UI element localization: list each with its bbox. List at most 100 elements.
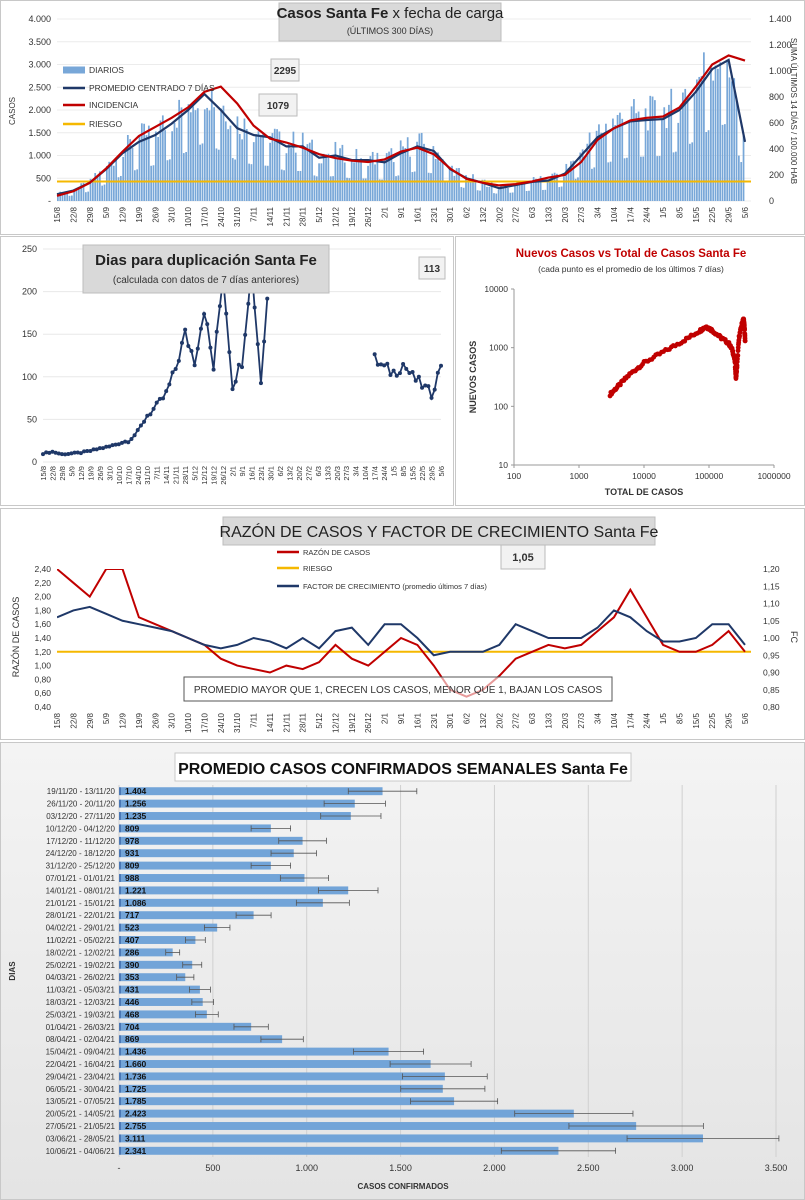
razon-xtick: 14/11 xyxy=(266,712,275,732)
casos-daily-bar xyxy=(635,113,638,201)
casos-daily-bar xyxy=(677,122,680,201)
casos-daily-bar xyxy=(376,152,379,201)
sem-axis-tick xyxy=(119,1122,121,1130)
casos-ytick: 1.500 xyxy=(28,128,51,138)
casos-callout-1079: 1079 xyxy=(267,101,290,112)
sem-axis-tick xyxy=(119,849,121,858)
casos-daily-bar xyxy=(495,193,498,201)
casos-daily-bar xyxy=(724,124,726,201)
casos-y2tick: 200 xyxy=(769,170,784,180)
sem-bar xyxy=(121,973,186,982)
razon-y2tick: 1,00 xyxy=(763,633,780,643)
sem-bar xyxy=(121,1060,431,1068)
casos-xtick: 1/5 xyxy=(659,206,668,218)
casos-daily-bar xyxy=(630,106,633,201)
scatter-point xyxy=(734,369,740,375)
casos-y2tick: 600 xyxy=(769,118,784,128)
sem-bar xyxy=(121,898,323,907)
dup-xtick: 19/12 xyxy=(210,466,219,485)
semanales-chart: PROMEDIO CASOS CONFIRMADOS SEMANALES San… xyxy=(8,752,787,1191)
sem-xtick: 500 xyxy=(205,1163,220,1173)
casos-daily-bar xyxy=(731,81,733,201)
casos-daily-bar xyxy=(273,128,276,201)
casos-daily-bar xyxy=(479,190,481,201)
casos-daily-bar xyxy=(91,179,94,201)
sem-category-label: 06/05/21 - 30/04/21 xyxy=(46,1085,116,1094)
casos-xtick: 3/10 xyxy=(168,206,177,222)
razon-xtick: 8/5 xyxy=(675,712,684,724)
casos-xtick: 17/4 xyxy=(626,206,635,222)
casos-daily-bar xyxy=(341,144,344,201)
sem-axis-tick xyxy=(119,936,121,944)
razon-note: PROMEDIO MAYOR QUE 1, CRECEN LOS CASOS, … xyxy=(194,685,603,696)
sem-category-label: 31/12/20 - 25/12/20 xyxy=(46,862,116,871)
razon-xtick: 13/3 xyxy=(544,712,553,728)
dup-xtick: 14/11 xyxy=(162,466,171,484)
razon-note-box xyxy=(183,676,613,702)
sem-bar-label: 468 xyxy=(125,1009,139,1019)
casos-daily-bar xyxy=(658,156,661,201)
casos-daily-bar xyxy=(245,129,248,201)
casos-daily-bar xyxy=(553,172,556,201)
casos-daily-bar xyxy=(486,186,488,201)
casos-daily-bar xyxy=(59,191,62,201)
casos-daily-bar xyxy=(717,68,719,202)
razon-y2tick: 1,05 xyxy=(763,616,780,626)
casos-daily-bar xyxy=(355,148,358,201)
casos-daily-bar xyxy=(222,105,225,201)
casos-daily-bar xyxy=(469,179,472,201)
casos-xtick: 26/9 xyxy=(151,206,160,222)
casos-daily-bar xyxy=(448,166,451,201)
casos-daily-bar xyxy=(444,180,446,201)
sem-xtick: 1.500 xyxy=(389,1163,412,1173)
casos-xtick: 13/2 xyxy=(479,206,488,222)
dup-xtick: 21/11 xyxy=(172,466,181,484)
casos-xtick: 19/12 xyxy=(348,206,357,227)
casos-daily-bar xyxy=(196,108,199,201)
razon-xtick: 29/5 xyxy=(725,712,734,728)
razon-ytick: 0,40 xyxy=(34,702,51,712)
sem-category-label: 19/11/20 - 13/11/20 xyxy=(47,787,116,796)
casos-daily-bar xyxy=(278,131,281,201)
casos-daily-bar xyxy=(696,79,698,201)
casos-daily-bar xyxy=(96,175,99,201)
scatter-xtick: 100000 xyxy=(695,471,724,481)
razon-xtick: 10/4 xyxy=(610,712,619,728)
sem-bar-label: 869 xyxy=(125,1034,139,1044)
casos-daily-bar xyxy=(544,189,547,201)
casos-daily-bar xyxy=(710,66,712,201)
casos-daily-bar xyxy=(364,178,367,201)
casos-y2tick: 800 xyxy=(769,92,784,102)
casos-daily-bar xyxy=(178,99,181,201)
casos-daily-bar xyxy=(259,135,262,201)
casos-daily-bar xyxy=(311,139,313,201)
casos-ytick: 1.000 xyxy=(28,151,51,161)
duplicacion-chart-panel: 0 50 100 150 200 250 15/8 22/8 29/8 5/9 12/9 19/9 26… xyxy=(0,236,454,506)
razon-xtick: 12/12 xyxy=(331,712,340,733)
sem-bar-label: 446 xyxy=(125,997,139,1007)
casos-daily-bar xyxy=(327,153,330,201)
casos-title-bold: Casos Santa Fe xyxy=(277,5,389,22)
casos-daily-bar xyxy=(224,121,227,201)
sem-bar xyxy=(121,812,351,820)
casos-daily-bar xyxy=(348,178,351,201)
razon-chart-panel: RAZÓN DE CASOS Y FACTOR DE CRECIMIENTO S… xyxy=(0,508,805,740)
sem-bar xyxy=(121,799,355,808)
casos-xtick: 21/11 xyxy=(282,206,291,226)
razon-xtick: 30/1 xyxy=(446,712,455,728)
casos-ytick: 500 xyxy=(36,173,51,183)
casos-xtick: 10/4 xyxy=(610,206,619,222)
dup-xtick: 22/5 xyxy=(418,466,427,481)
casos-xtick: 22/5 xyxy=(708,206,717,222)
sem-axis-tick xyxy=(119,874,121,882)
dup-xtick: 26/12 xyxy=(219,466,228,485)
casos-daily-bar xyxy=(588,132,591,201)
dup-xtick: 5/9 xyxy=(67,466,76,476)
casos-daily-bar xyxy=(388,151,390,201)
casos-daily-bar xyxy=(546,181,549,201)
casos-daily-bar xyxy=(416,141,418,201)
sem-category-label: 04/02/21 - 29/01/21 xyxy=(46,924,116,933)
scatter-xlabel: TOTAL DE CASOS xyxy=(605,487,684,497)
sem-category-label: 15/04/21 - 09/04/21 xyxy=(46,1048,116,1057)
